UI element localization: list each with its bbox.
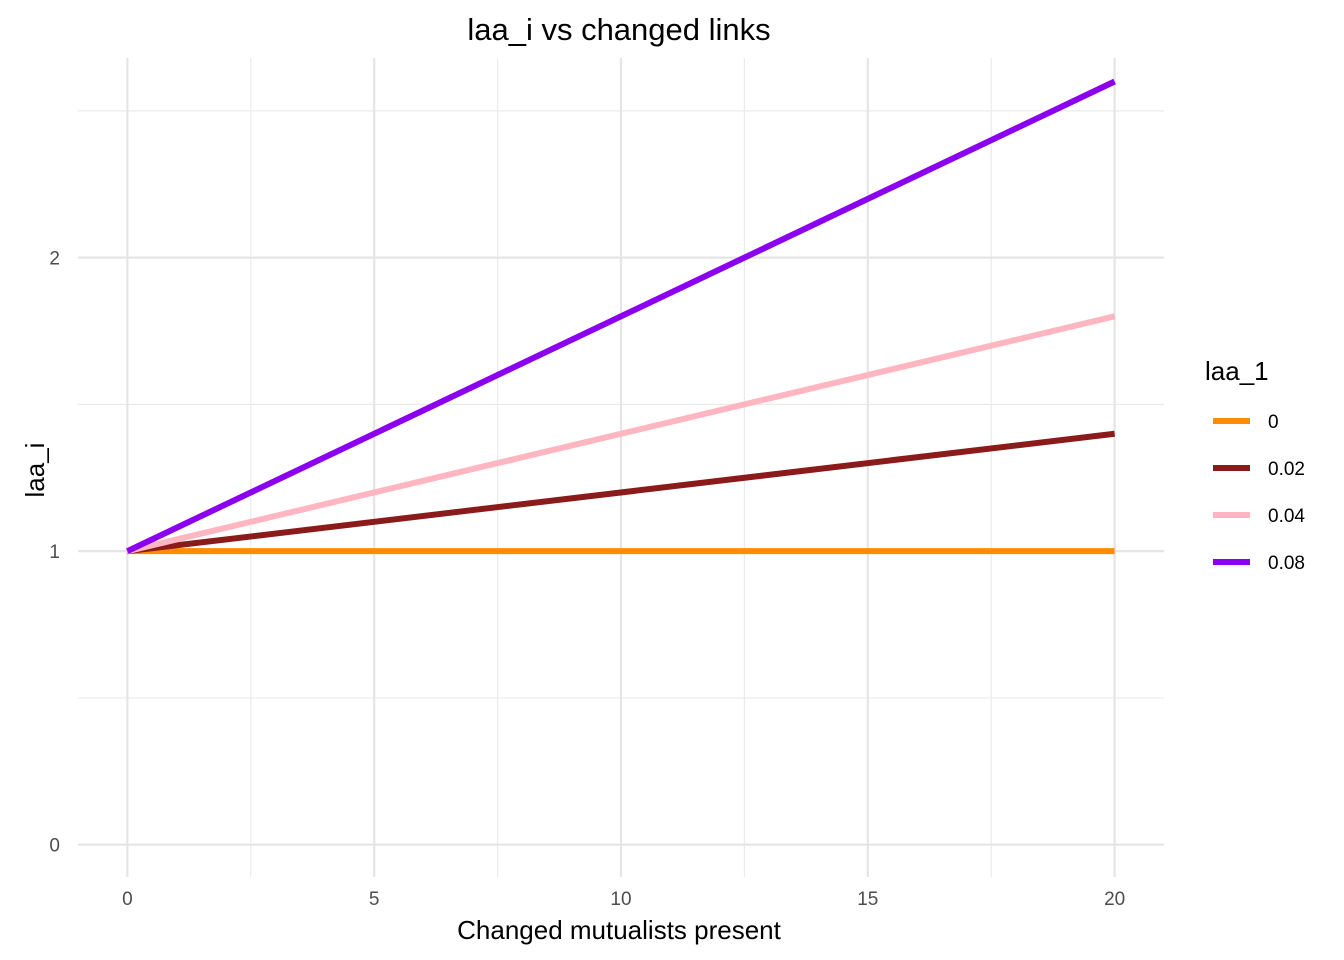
legend-label: 0 (1268, 412, 1279, 433)
legend-label: 0.04 (1268, 506, 1305, 527)
x-tick-label: 5 (369, 889, 380, 910)
legend-title: laa_1 (1205, 356, 1269, 386)
legend-label: 0.02 (1268, 459, 1305, 480)
y-tick-label: 1 (49, 542, 60, 563)
x-tick-label: 0 (122, 889, 133, 910)
series-line-0.02 (127, 430, 1115, 555)
y-tick-label: 0 (49, 836, 60, 857)
legend-items: 0 0.02 0.04 0.08 (1213, 412, 1305, 574)
x-tick-label: 10 (610, 889, 631, 910)
y-tick-label: 2 (49, 249, 60, 270)
legend: laa_1 0 0.02 0.04 0.08 (1205, 356, 1305, 574)
x-axis-title: Changed mutualists present (457, 915, 782, 945)
legend-label: 0.08 (1268, 553, 1305, 574)
chart-title: laa_i vs changed links (467, 12, 770, 47)
x-tick-label: 20 (1104, 889, 1125, 910)
x-axis-tick-labels: 0 5 10 15 20 (122, 889, 1125, 910)
series-line-0.04 (126, 313, 1116, 555)
y-axis-tick-labels: 0 1 2 (49, 249, 60, 857)
x-tick-label: 15 (857, 889, 878, 910)
plot-panel (78, 58, 1164, 877)
grid-major (78, 58, 1164, 877)
series-line-0.08 (126, 78, 1116, 554)
series-lines (126, 78, 1116, 555)
y-axis-title: laa_i (20, 443, 50, 498)
